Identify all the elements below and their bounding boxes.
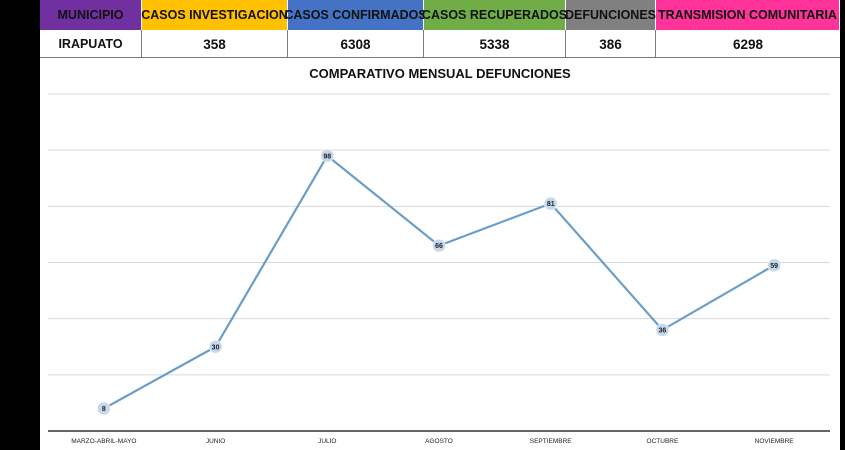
x-tick-label: SEPTIEMBRE	[530, 438, 573, 445]
data-point	[655, 323, 670, 337]
x-tick-label: OCTUBRE	[647, 438, 679, 445]
chart-title: COMPARATIVO MENSUAL DEFUNCIONES	[309, 66, 571, 81]
header-defunciones: DEFUNCIONES	[565, 0, 656, 30]
x-tick-label: MARZO-ABRIL-MAYO	[71, 438, 136, 445]
data-point	[432, 238, 446, 253]
dashboard-panel: MUNICIPIO CASOS INVESTIGACION CASOS CONF…	[40, 0, 840, 450]
data-point	[543, 196, 558, 211]
x-tick-label: JULIO	[318, 438, 336, 445]
data-label: 98	[323, 153, 331, 160]
table-value-row: IRAPUATO 358 6308 5338 386 6298	[40, 30, 840, 58]
data-label: 30	[212, 344, 220, 351]
header-municipio: MUNICIPIO	[40, 0, 142, 30]
data-point	[320, 149, 335, 163]
data-point	[97, 401, 111, 416]
value-casos-recuperados: 5338	[424, 30, 566, 58]
header-casos-confirmados: CASOS CONFIRMADOS	[284, 0, 427, 30]
x-tick-label: JUNIO	[206, 438, 226, 445]
value-casos-investigacion: 358	[142, 30, 288, 58]
data-point	[208, 340, 223, 354]
series-line	[103, 154, 775, 410]
data-label: 59	[770, 263, 778, 270]
data-label: 36	[659, 327, 667, 334]
data-label: 8	[102, 406, 106, 413]
header-transmision-comunitaria: TRANSMISION COMUNITARIA	[656, 0, 840, 30]
value-casos-confirmados: 6308	[288, 30, 424, 58]
data-label: 66	[435, 243, 443, 250]
data-point	[767, 258, 781, 273]
value-defunciones: 386	[566, 30, 656, 58]
x-tick-label: AGOSTO	[425, 438, 453, 445]
data-label: 81	[547, 201, 555, 208]
table-header-row: MUNICIPIO CASOS INVESTIGACION CASOS CONF…	[40, 0, 840, 30]
header-casos-investigacion: CASOS INVESTIGACION	[141, 0, 288, 30]
value-transmision-comunitaria: 6298	[732, 36, 764, 52]
line-chart: 8 30 98 66 81 36 59 MARZO-ABRIL-MAYO JUNIO JULIO A…	[48, 93, 830, 445]
value-municipio: IRAPUATO	[40, 30, 142, 58]
header-casos-recuperados: CASOS RECUPERADOS	[422, 0, 567, 30]
x-tick-label: NOVIEMBRE	[755, 438, 795, 445]
